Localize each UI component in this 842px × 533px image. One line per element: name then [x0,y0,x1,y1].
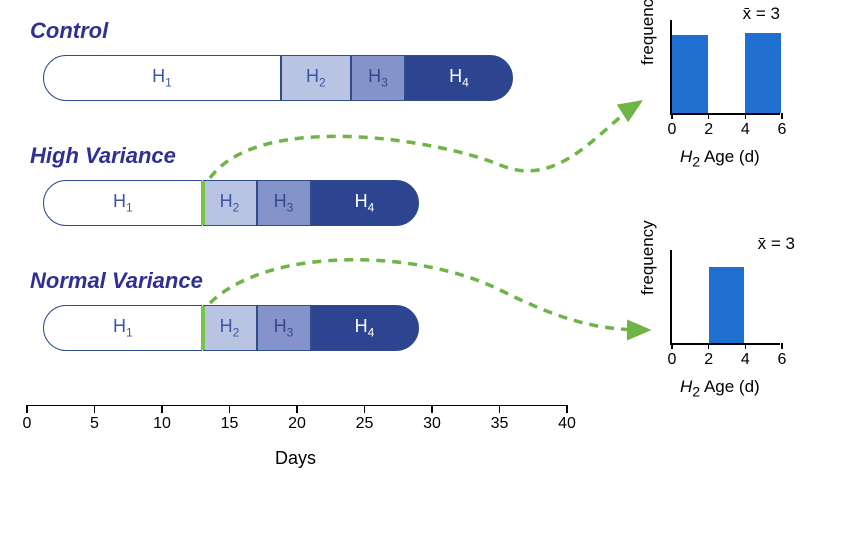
days-axis: 0 5 10 15 20 25 30 35 40 [0,405,600,445]
bar-high: H1 H2 H3 H4 [0,180,600,226]
segment-high-h1: H1 [43,180,202,226]
axis-tick [499,405,500,413]
mini-chart-normal: 0246frequencyH2 Age (d)x̄ = 3 [640,240,785,395]
axis-tick [161,405,162,413]
mini-tick-label: 0 [668,351,677,369]
mini-tick [708,113,710,119]
green-marker-high [201,181,205,225]
segment-label: H3 [274,316,294,340]
mini-xlabel: H2 Age (d) [680,377,760,400]
mini-mean-label: x̄ = 3 [758,234,795,254]
days-axis-label: Days [275,448,316,469]
mini-tick [745,343,747,349]
axis-tick [26,405,27,413]
mini-bar [709,267,745,343]
mini-ylabel: frequency [638,220,658,295]
mini-tick [708,343,710,349]
axis-tick-label: 25 [356,415,374,433]
mini-tick-label: 0 [668,121,677,139]
segment-label: H2 [220,316,240,340]
mini-xlabel: H2 Age (d) [680,147,760,170]
segment-control-h3: H3 [351,55,405,101]
segment-control-h1: H1 [43,55,281,101]
mini-tick [781,343,783,349]
segment-label: H4 [355,316,375,340]
mini-bar [745,33,781,113]
mini-tick-label: 6 [778,351,787,369]
mini-ylabel: frequency [638,0,658,65]
title-high: High Variance [30,143,176,169]
mini-plot: 0246 [670,20,780,115]
mini-plot: 0246 [670,250,780,345]
segment-high-h3: H3 [257,180,311,226]
axis-tick-label: 20 [288,415,306,433]
mini-tick-label: 2 [704,121,713,139]
segment-normal-h2: H2 [203,305,257,351]
mini-bar [672,35,708,113]
axis-tick-label: 5 [90,415,99,433]
segment-normal-h1: H1 [43,305,202,351]
axis-tick-label: 35 [491,415,509,433]
mini-mean-label: x̄ = 3 [743,4,780,24]
axis-tick-label: 30 [423,415,441,433]
segment-normal-h3: H3 [257,305,311,351]
segment-label: H1 [113,316,133,340]
mini-chart-high: 0246frequencyH2 Age (d)x̄ = 3 [640,10,785,165]
segment-label: H3 [274,191,294,215]
segment-label: H4 [355,191,375,215]
mini-tick-label: 4 [741,121,750,139]
segment-control-h2: H2 [281,55,351,101]
axis-tick [566,405,567,413]
mini-tick [745,113,747,119]
axis-tick [296,405,297,413]
axis-tick [364,405,365,413]
segment-label: H1 [113,191,133,215]
mini-tick [671,113,673,119]
mini-tick-label: 4 [741,351,750,369]
axis-tick [94,405,95,413]
segment-label: H3 [368,66,388,90]
segment-label: H1 [152,66,172,90]
bar-normal: H1 H2 H3 H4 [0,305,600,351]
title-normal: Normal Variance [30,268,203,294]
axis-tick-label: 15 [221,415,239,433]
segment-label: H4 [449,66,469,90]
mini-tick-label: 6 [778,121,787,139]
segment-label: H2 [220,191,240,215]
mini-tick-label: 2 [704,351,713,369]
axis-tick-label: 10 [153,415,171,433]
title-control: Control [30,18,108,44]
mini-tick [781,113,783,119]
axis-tick-label: 0 [23,415,32,433]
segment-label: H2 [306,66,326,90]
axis-tick [229,405,230,413]
bar-control: H1 H2 H3 H4 [0,55,600,101]
green-marker-normal [201,306,205,350]
segment-high-h4: H4 [311,180,419,226]
segment-high-h2: H2 [203,180,257,226]
mini-tick [671,343,673,349]
segment-normal-h4: H4 [311,305,419,351]
axis-tick-label: 40 [558,415,576,433]
segment-control-h4: H4 [405,55,513,101]
axis-tick [431,405,432,413]
